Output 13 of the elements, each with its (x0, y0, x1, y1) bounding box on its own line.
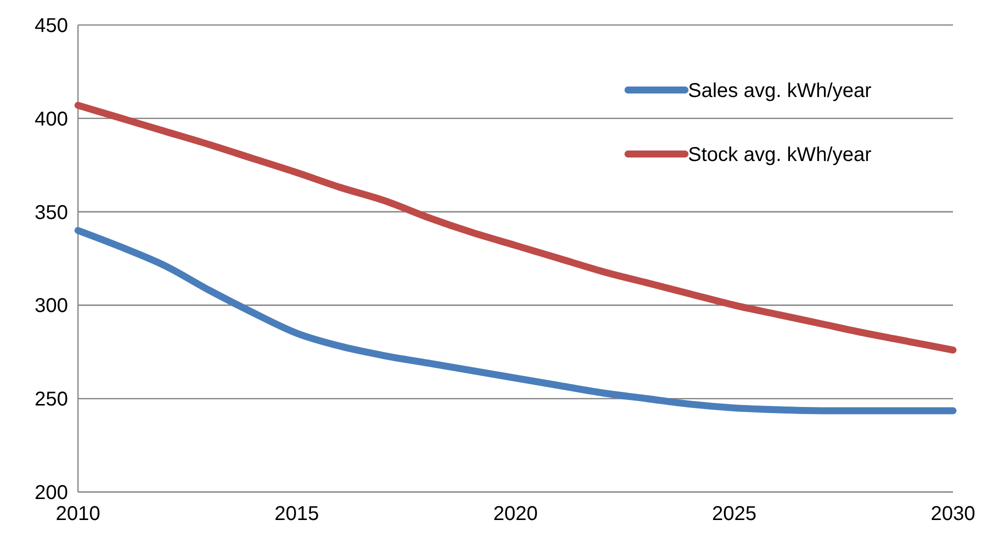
y-tick-label: 200 (34, 482, 68, 504)
x-tick-label: 2010 (56, 503, 100, 525)
x-tick-label: 2025 (712, 503, 756, 525)
y-tick-label: 450 (34, 15, 68, 37)
y-tick-label: 300 (34, 295, 68, 318)
y-tick-label: 350 (34, 202, 68, 224)
y-tick-label: 250 (34, 388, 68, 411)
legend-label: Stock avg. kWh/year (688, 144, 872, 166)
y-tick-label: 400 (34, 108, 68, 130)
x-tick-label: 2030 (930, 503, 976, 525)
legend-label: Sales avg. kWh/year (688, 80, 872, 102)
x-tick-label: 2015 (274, 503, 319, 525)
x-tick-label: 2020 (493, 503, 538, 525)
